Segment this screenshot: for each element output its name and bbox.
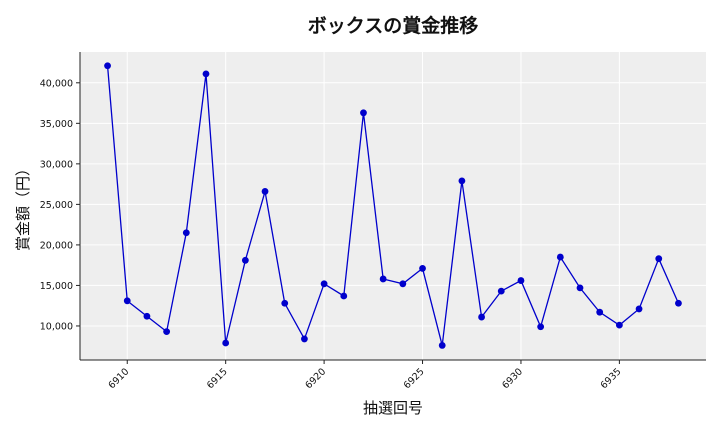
data-point <box>556 253 564 261</box>
x-axis-ticks: 6910 6915 6920 6925 6930 6935 <box>106 360 624 391</box>
data-point <box>379 275 387 283</box>
x-axis-label: 抽選回号 <box>363 399 423 417</box>
data-point <box>261 188 269 195</box>
data-point <box>360 109 367 117</box>
plot-area <box>80 52 706 360</box>
data-point <box>458 177 466 185</box>
data-point <box>596 308 604 316</box>
data-point <box>478 313 485 321</box>
data-point <box>438 342 446 349</box>
chart-title: ボックスの賞金推移 <box>308 14 478 37</box>
data-point <box>615 321 623 329</box>
series-line <box>106 65 680 346</box>
data-point <box>222 339 230 347</box>
data-point <box>675 299 682 307</box>
data-point <box>320 280 328 288</box>
y-tick-label: 10,000 <box>40 321 73 332</box>
data-point <box>517 277 525 284</box>
x-tick-label: 6930 <box>500 366 525 391</box>
data-point <box>202 70 210 78</box>
data-point <box>182 229 190 237</box>
y-axis-ticks: 10,000 15,000 20,000 25,000 30,000 35,000 40,0… <box>40 78 80 332</box>
data-point <box>340 292 348 300</box>
y-tick-label: 15,000 <box>40 281 73 292</box>
axes <box>79 52 706 361</box>
data-point <box>635 305 643 313</box>
x-tick-label: 6915 <box>205 366 230 391</box>
y-tick-label: 20,000 <box>40 240 73 251</box>
data-point <box>399 280 407 288</box>
data-point <box>143 312 151 320</box>
x-tick-label: 6920 <box>303 366 328 391</box>
y-tick-label: 25,000 <box>40 200 73 211</box>
y-axis-label: 賞金額（円） <box>14 161 32 251</box>
data-point <box>537 323 545 331</box>
y-tick-label: 40,000 <box>40 78 73 89</box>
data-point <box>576 284 584 292</box>
data-point <box>419 265 426 272</box>
data-point <box>241 256 249 264</box>
y-tick-label: 35,000 <box>40 119 73 130</box>
x-tick-label: 6935 <box>599 366 624 391</box>
y-tick-label: 30,000 <box>40 159 73 170</box>
data-point <box>281 299 289 307</box>
data-point <box>104 62 111 70</box>
data-point <box>123 297 131 305</box>
x-tick-label: 6925 <box>402 366 427 391</box>
data-series <box>104 62 682 349</box>
data-point <box>655 255 663 263</box>
data-point <box>497 287 505 295</box>
data-point <box>301 335 308 343</box>
data-point <box>163 328 171 336</box>
x-tick-label: 6910 <box>106 366 131 391</box>
